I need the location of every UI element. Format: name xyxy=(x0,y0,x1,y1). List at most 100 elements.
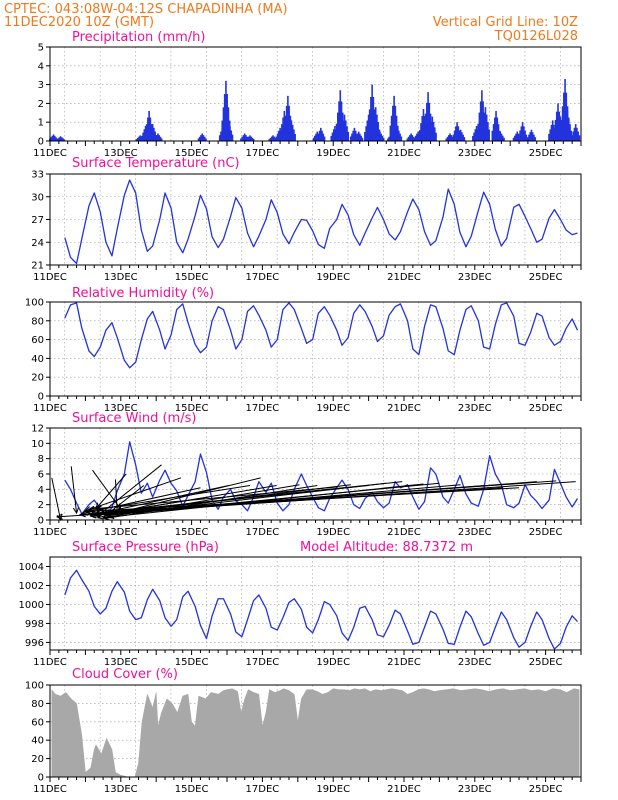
plot-frame xyxy=(49,556,582,651)
precip-bar xyxy=(500,133,503,141)
precip-bar xyxy=(339,90,342,141)
x-tick-label: 19DEC xyxy=(316,527,350,538)
y-tick-label: 996 xyxy=(25,638,44,649)
precip-bar xyxy=(446,136,449,141)
x-tick-label: 17DEC xyxy=(246,272,280,283)
precip-bar xyxy=(564,124,566,141)
precip-bar xyxy=(452,134,455,141)
precip-bar xyxy=(432,121,435,141)
surface-temperature-panel: Surface Temperature (nC) 21 24 27 30 33 11DEC… xyxy=(31,156,582,283)
precip-bar xyxy=(343,114,346,141)
precip-bar xyxy=(50,137,52,141)
precip-bar xyxy=(483,114,485,141)
y-tick-label: 1 xyxy=(38,118,44,129)
y-tick-label: 0 xyxy=(38,516,44,527)
x-tick-label: 19DEC xyxy=(316,148,350,159)
precip-bar xyxy=(371,84,373,141)
y-tick-label: 2 xyxy=(38,99,44,110)
surface-pressure-panel: Surface Pressure (hPa) Model Altitude: 8… xyxy=(19,540,582,668)
precip-bar xyxy=(247,136,250,141)
precip-bar xyxy=(560,119,563,141)
y-tick-label: 80 xyxy=(31,316,44,327)
precip-bar xyxy=(150,127,153,141)
relative-humidity-panel: Relative Humidity (%) 0 20 40 60 80 100 11DEC 1… xyxy=(25,286,582,414)
precip-bar xyxy=(479,101,482,141)
precip-bar xyxy=(368,109,371,141)
y-tick-label: 21 xyxy=(31,261,44,272)
precip-bar xyxy=(341,126,343,141)
x-tick-label: 11DEC xyxy=(33,272,67,283)
precip-bar xyxy=(514,135,516,141)
precip-bar xyxy=(503,137,505,141)
wind-arrow xyxy=(88,486,337,510)
precip-bar xyxy=(534,137,536,141)
precip-bar xyxy=(431,116,434,141)
precip-bar xyxy=(417,131,419,141)
precip-bar xyxy=(473,132,475,141)
precip-bar xyxy=(243,133,246,141)
precip-bar xyxy=(221,120,224,141)
precip-bar xyxy=(323,136,326,141)
temp-series-line xyxy=(64,179,578,265)
y-tick-label: 10 xyxy=(31,439,44,450)
y-tick-label: 20 xyxy=(31,373,44,384)
precip-bar xyxy=(550,124,553,141)
precip-bar xyxy=(160,138,163,141)
precip-bar xyxy=(322,133,325,141)
precip-bar xyxy=(153,127,155,141)
y-tick-label: 100 xyxy=(25,298,44,309)
precip-bar xyxy=(572,131,575,141)
precip-bar xyxy=(201,133,204,141)
pressure-title: Surface Pressure (hPa) xyxy=(72,540,219,555)
x-tick-label: 13DEC xyxy=(104,272,138,283)
temperature-title: Surface Temperature (nC) xyxy=(72,156,240,171)
precip-bar xyxy=(435,132,437,141)
precip-bar xyxy=(376,135,379,141)
precip-bar xyxy=(241,136,244,141)
x-tick-label: 15DEC xyxy=(175,527,209,538)
precip-bar xyxy=(492,124,495,141)
precip-bar xyxy=(367,121,370,141)
precip-bar xyxy=(573,127,576,141)
precip-bar xyxy=(226,94,228,141)
plot-frame xyxy=(49,301,582,397)
precip-bar xyxy=(414,135,417,141)
precip-bar xyxy=(520,126,523,141)
precip-bar xyxy=(135,139,138,141)
x-tick-label: 15DEC xyxy=(175,784,209,795)
precip-bar xyxy=(497,124,500,141)
precip-bar xyxy=(352,130,355,141)
precip-bar xyxy=(484,107,487,141)
precip-bar xyxy=(394,105,397,141)
x-tick-label: 25DEC xyxy=(529,784,563,795)
precip-bar xyxy=(157,133,159,141)
precip-bar xyxy=(318,130,321,141)
precip-bar xyxy=(317,133,320,141)
precip-bar xyxy=(294,133,296,141)
precip-bar xyxy=(553,128,556,141)
precip-bar xyxy=(279,130,282,141)
wind-arrow xyxy=(57,481,576,518)
precip-bar xyxy=(59,136,62,141)
precip-bar xyxy=(149,131,151,141)
y-tick-label: 27 xyxy=(31,215,44,226)
precip-bar xyxy=(548,133,550,141)
precip-bar xyxy=(347,132,350,141)
precip-bar xyxy=(395,115,398,141)
precip-bar xyxy=(251,137,254,141)
precip-bar xyxy=(245,139,248,141)
precip-bar xyxy=(151,124,154,141)
precip-bar xyxy=(269,137,272,141)
precip-bar xyxy=(478,112,481,141)
precip-bar xyxy=(245,135,247,141)
precip-bar xyxy=(155,135,158,141)
precip-bar xyxy=(364,132,366,141)
precip-bar xyxy=(555,111,558,141)
precip-bar xyxy=(273,136,276,141)
x-tick-label: 15DEC xyxy=(175,403,209,414)
precip-bar xyxy=(344,120,347,141)
precip-bar xyxy=(565,117,568,141)
precip-bar xyxy=(373,114,376,141)
x-tick-label: 11DEC xyxy=(33,784,67,795)
precip-bar xyxy=(413,137,416,141)
